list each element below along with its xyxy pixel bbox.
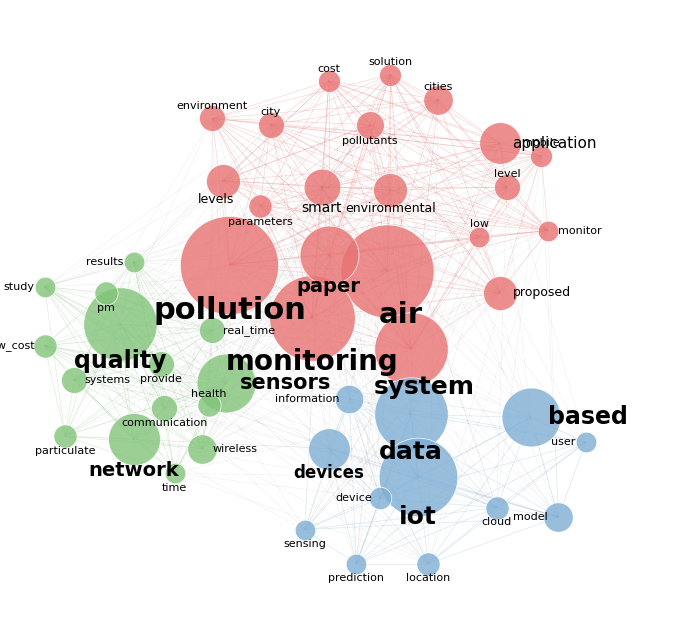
Text: prediction: prediction <box>328 573 384 583</box>
Text: monitor: monitor <box>558 226 602 235</box>
Text: provide: provide <box>140 374 182 384</box>
Point <box>221 378 232 388</box>
Text: paper: paper <box>297 277 361 296</box>
Point <box>495 288 506 298</box>
Point <box>207 113 218 123</box>
Text: parameters: parameters <box>228 217 292 227</box>
Point <box>114 319 125 329</box>
Text: air: air <box>379 301 423 329</box>
Point <box>265 120 276 130</box>
Text: communication: communication <box>121 418 208 428</box>
Text: pollution: pollution <box>153 296 306 325</box>
Point <box>525 412 536 422</box>
Point <box>39 282 50 292</box>
Point <box>128 257 139 267</box>
Text: systems: systems <box>84 375 130 385</box>
Point <box>543 226 553 235</box>
Text: wireless: wireless <box>212 444 258 454</box>
Point <box>207 325 218 335</box>
Point <box>217 176 228 186</box>
Text: based: based <box>548 406 628 429</box>
Text: low: low <box>470 219 489 229</box>
Point <box>382 266 393 276</box>
Point <box>385 70 396 80</box>
Text: cities: cities <box>424 82 453 92</box>
Text: low_cost: low_cost <box>0 340 34 351</box>
Text: iot: iot <box>399 505 437 529</box>
Point <box>364 120 375 130</box>
Point <box>60 431 71 441</box>
Point <box>474 232 485 242</box>
Point <box>316 182 327 192</box>
Text: application: application <box>512 136 597 151</box>
Text: pollutants: pollutants <box>342 136 398 146</box>
Text: model: model <box>513 512 548 522</box>
Text: monitoring: monitoring <box>225 348 398 376</box>
Text: sensing: sensing <box>284 539 326 549</box>
Point <box>224 260 235 270</box>
Text: mobile: mobile <box>522 138 560 148</box>
Text: results: results <box>86 257 123 267</box>
Point <box>406 409 416 419</box>
Point <box>68 375 79 385</box>
Point <box>323 76 334 86</box>
Point <box>553 512 564 522</box>
Text: environment: environment <box>177 101 248 111</box>
Point <box>39 341 50 351</box>
Text: particulate: particulate <box>35 446 95 456</box>
Text: user: user <box>551 437 575 447</box>
Text: city: city <box>260 107 281 117</box>
Text: quality: quality <box>73 349 166 373</box>
Text: pm: pm <box>97 303 115 313</box>
Point <box>197 444 208 454</box>
Point <box>128 434 139 444</box>
Point <box>385 185 396 195</box>
Text: real_time: real_time <box>223 325 275 336</box>
Text: smart: smart <box>301 201 342 214</box>
Point <box>536 151 547 161</box>
Text: data: data <box>379 440 443 465</box>
Point <box>203 400 214 410</box>
Point <box>323 444 334 454</box>
Text: information: information <box>275 394 339 404</box>
Text: level: level <box>494 169 520 179</box>
Point <box>159 403 170 413</box>
Point <box>406 344 416 354</box>
Point <box>306 313 317 323</box>
Point <box>375 493 386 503</box>
Point <box>495 138 506 148</box>
Text: sensors: sensors <box>240 373 331 393</box>
Point <box>255 201 266 211</box>
Point <box>580 437 591 447</box>
Text: solution: solution <box>369 57 412 67</box>
Point <box>169 468 180 478</box>
Text: device: device <box>335 493 372 503</box>
Text: system: system <box>374 375 475 399</box>
Text: network: network <box>88 461 179 480</box>
Point <box>491 503 502 513</box>
Text: levels: levels <box>197 193 234 206</box>
Text: location: location <box>406 573 450 583</box>
Point <box>101 288 112 298</box>
Point <box>412 472 423 482</box>
Text: devices: devices <box>293 464 364 482</box>
Point <box>423 559 434 569</box>
Point <box>501 182 512 192</box>
Text: cloud: cloud <box>482 517 512 527</box>
Text: study: study <box>3 282 34 292</box>
Point <box>351 559 362 569</box>
Point <box>155 359 166 369</box>
Point <box>433 95 444 105</box>
Text: health: health <box>191 389 227 399</box>
Point <box>299 525 310 535</box>
Point <box>323 250 334 260</box>
Text: cost: cost <box>317 64 340 74</box>
Text: environmental: environmental <box>345 202 436 216</box>
Point <box>344 394 355 404</box>
Text: time: time <box>162 483 187 493</box>
Text: proposed: proposed <box>512 287 571 299</box>
